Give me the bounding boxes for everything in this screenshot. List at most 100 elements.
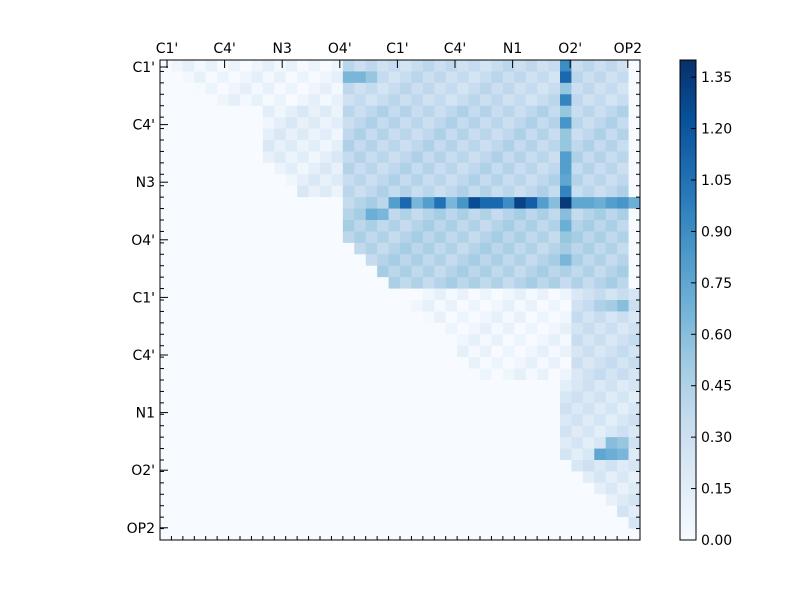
heatmap-cell bbox=[400, 117, 412, 129]
heatmap-cell bbox=[525, 402, 538, 415]
heatmap-cell bbox=[594, 197, 607, 209]
heatmap-cell bbox=[388, 482, 401, 495]
heatmap-cell bbox=[274, 391, 287, 404]
heatmap-cell bbox=[320, 265, 332, 278]
heatmap-cell bbox=[548, 82, 561, 95]
heatmap-cell bbox=[548, 425, 561, 438]
heatmap-cell bbox=[514, 162, 527, 175]
y-tick-label: C1' bbox=[132, 290, 155, 306]
heatmap-cell bbox=[491, 60, 504, 72]
heatmap-cell bbox=[354, 528, 367, 541]
heatmap-cell bbox=[514, 471, 527, 484]
heatmap-cell bbox=[171, 460, 184, 472]
heatmap-cell bbox=[228, 288, 241, 301]
heatmap-cell bbox=[240, 140, 252, 152]
heatmap-cell bbox=[400, 197, 412, 209]
colorbar-tick-label: 1.05 bbox=[701, 173, 732, 189]
heatmap-cell bbox=[285, 140, 298, 152]
heatmap-cell bbox=[285, 311, 298, 324]
heatmap-cell bbox=[365, 437, 378, 449]
heatmap-cell bbox=[560, 494, 572, 507]
heatmap-cell bbox=[457, 151, 469, 164]
heatmap-cell bbox=[308, 82, 321, 95]
heatmap-cell bbox=[365, 242, 378, 255]
heatmap-cell bbox=[320, 528, 332, 541]
heatmap-cell bbox=[445, 140, 458, 152]
heatmap-cell bbox=[160, 71, 172, 84]
heatmap-cell bbox=[525, 220, 538, 232]
heatmap-cell bbox=[217, 71, 229, 84]
heatmap-cell bbox=[445, 448, 458, 461]
heatmap-cell bbox=[628, 231, 641, 244]
heatmap-cell bbox=[354, 231, 367, 244]
heatmap-cell bbox=[160, 471, 172, 484]
heatmap-cell bbox=[171, 482, 184, 495]
heatmap-cell bbox=[605, 185, 618, 198]
colorbar-tick-label: 0.60 bbox=[701, 327, 732, 343]
heatmap-cell bbox=[160, 117, 172, 129]
heatmap-cell bbox=[548, 265, 561, 278]
heatmap-cell bbox=[251, 471, 264, 484]
heatmap-cell bbox=[171, 402, 184, 415]
colorbar-tick-label: 0.00 bbox=[701, 533, 732, 549]
heatmap-cell bbox=[560, 185, 572, 198]
heatmap-cell bbox=[411, 482, 424, 495]
heatmap-cell bbox=[468, 391, 481, 404]
heatmap-cell bbox=[274, 288, 287, 301]
heatmap-cell bbox=[445, 345, 458, 358]
heatmap-cell bbox=[285, 82, 298, 95]
heatmap-cell bbox=[308, 185, 321, 198]
heatmap-cell bbox=[217, 437, 229, 449]
heatmap-cell bbox=[388, 334, 401, 347]
heatmap-cell bbox=[240, 517, 252, 529]
heatmap-cell bbox=[445, 494, 458, 507]
heatmap-cell bbox=[251, 277, 264, 289]
heatmap-cell bbox=[182, 288, 195, 301]
heatmap-cell bbox=[628, 265, 641, 278]
heatmap-cell bbox=[171, 105, 184, 118]
heatmap-cell bbox=[525, 105, 538, 118]
heatmap-cell bbox=[365, 448, 378, 461]
heatmap-cell bbox=[354, 471, 367, 484]
heatmap-cell bbox=[228, 311, 241, 324]
heatmap-cell bbox=[514, 528, 527, 541]
heatmap-cell bbox=[422, 380, 435, 392]
heatmap-cell bbox=[377, 128, 389, 141]
heatmap-cell bbox=[365, 197, 378, 209]
heatmap-cell bbox=[297, 437, 309, 449]
heatmap-cell bbox=[411, 311, 424, 324]
heatmap-cell bbox=[308, 277, 321, 289]
heatmap-cell bbox=[285, 402, 298, 415]
heatmap-cell bbox=[445, 94, 458, 107]
heatmap-cell bbox=[480, 185, 492, 198]
x-tick-label: O4' bbox=[328, 41, 352, 57]
heatmap-cell bbox=[582, 357, 595, 369]
heatmap-cell bbox=[457, 128, 469, 141]
heatmap-cell bbox=[274, 482, 287, 495]
heatmap-cell bbox=[251, 437, 264, 449]
heatmap-cell bbox=[582, 105, 595, 118]
heatmap-cell bbox=[548, 60, 561, 72]
heatmap-cell bbox=[274, 334, 287, 347]
heatmap-cell bbox=[605, 380, 618, 392]
heatmap-cell bbox=[457, 288, 469, 301]
heatmap-cell bbox=[480, 334, 492, 347]
heatmap-cell bbox=[582, 128, 595, 141]
heatmap-cell bbox=[617, 117, 629, 129]
heatmap-cell bbox=[194, 220, 207, 232]
heatmap-cell bbox=[617, 368, 629, 381]
heatmap-cell bbox=[297, 254, 309, 267]
heatmap-cell bbox=[217, 448, 229, 461]
heatmap-cell bbox=[217, 151, 229, 164]
heatmap-cell bbox=[480, 300, 492, 312]
heatmap-cell bbox=[365, 345, 378, 358]
heatmap-cell bbox=[468, 105, 481, 118]
heatmap-cell bbox=[628, 140, 641, 152]
heatmap-cell bbox=[217, 197, 229, 209]
heatmap-cell bbox=[342, 460, 355, 472]
heatmap-cell bbox=[582, 71, 595, 84]
heatmap-cell bbox=[434, 208, 447, 221]
heatmap-cell bbox=[251, 94, 264, 107]
heatmap-cell bbox=[628, 60, 641, 72]
colorbar-tick-label: 0.30 bbox=[701, 430, 732, 446]
